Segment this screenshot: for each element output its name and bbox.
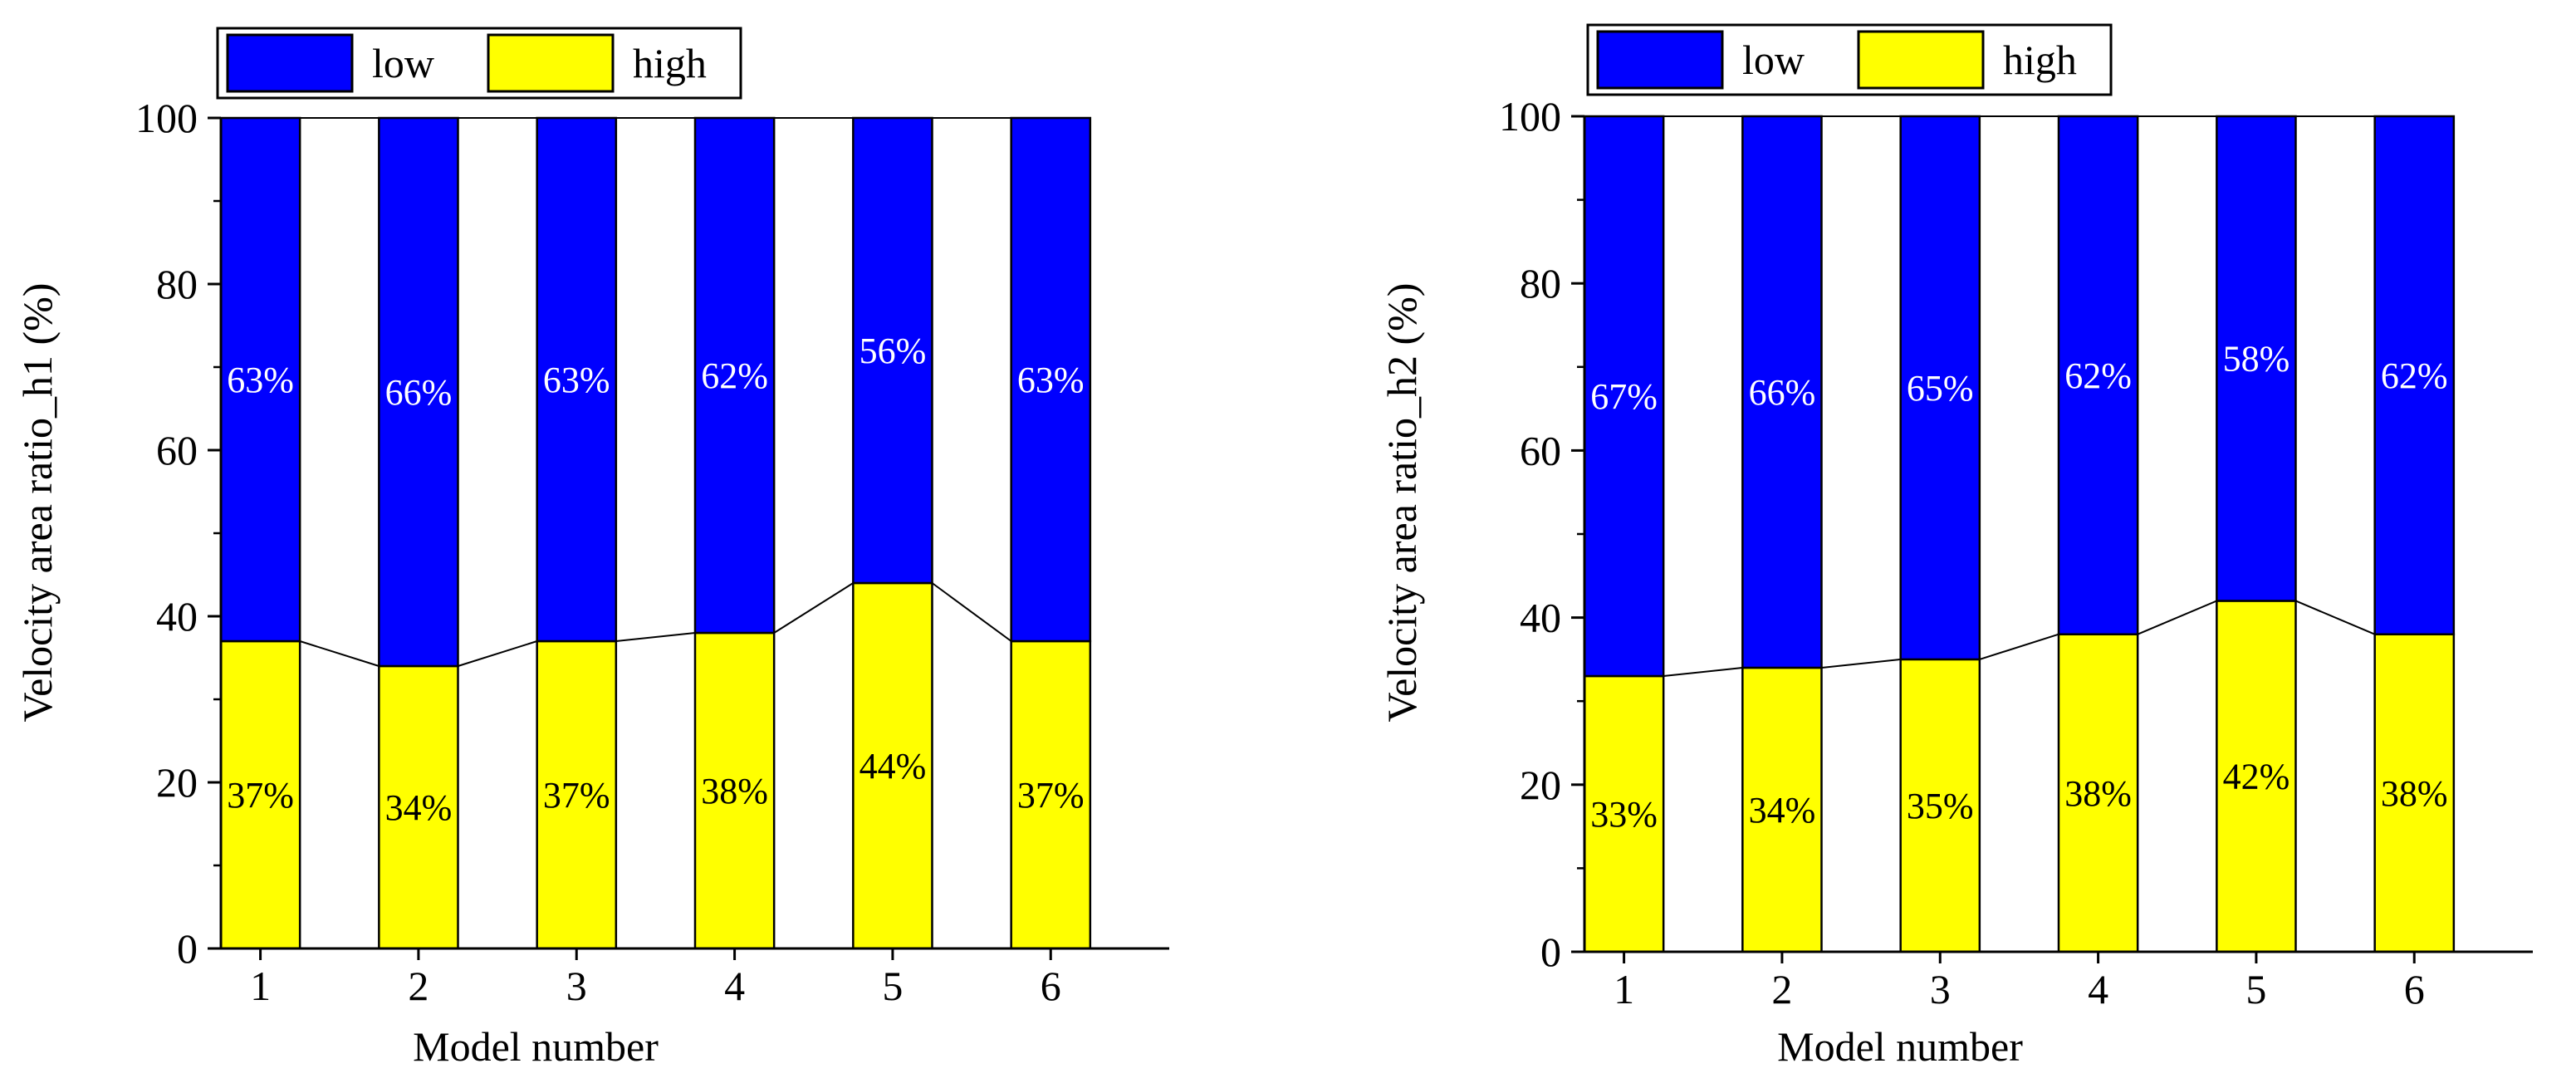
connector-mid <box>1663 666 1743 678</box>
data-label-high-1: 33% <box>1590 794 1658 835</box>
bar-low-5 <box>2216 115 2297 602</box>
data-label-high-4: 38% <box>2064 773 2132 814</box>
y-tick-label-80: 80 <box>1520 260 1561 306</box>
y-tick-label-0: 0 <box>1540 929 1561 975</box>
y-tick-label-100: 100 <box>1499 93 1561 140</box>
bar-low-3 <box>536 116 618 643</box>
bar-high-2 <box>378 664 459 950</box>
data-label-low-4: 62% <box>2064 355 2132 396</box>
x-tick-label-4: 4 <box>724 963 745 1009</box>
data-label-low-6: 63% <box>1017 360 1085 400</box>
data-label-low-3: 63% <box>543 360 610 400</box>
data-label-high-3: 35% <box>1907 786 1974 826</box>
bar-high-5 <box>2216 600 2297 953</box>
x-tick-label-2: 2 <box>1771 966 1792 1012</box>
y-tick-label-40: 40 <box>156 593 198 640</box>
bar-low-6 <box>1010 116 1092 643</box>
bar-low-1 <box>1583 115 1665 678</box>
x-axis-title: Model number <box>413 1023 659 1070</box>
y-tick-label-0: 0 <box>177 925 198 972</box>
y-axis-title: Velocity area ratio_h2 (%) <box>1379 283 1425 723</box>
legend-label-low: low <box>372 40 434 86</box>
bar-low-6 <box>2373 115 2456 635</box>
bar-low-4 <box>2057 115 2139 635</box>
data-label-low-4: 62% <box>701 355 768 396</box>
connector-mid <box>931 582 1012 642</box>
connector-mid <box>299 640 380 667</box>
data-label-high-1: 37% <box>227 775 294 816</box>
bar-low-4 <box>693 116 776 635</box>
data-label-low-6: 62% <box>2381 355 2448 396</box>
plot-area: 63% 37% 1 66% 34% 2 63% 37% 3 62% 38% 4 56% 44% 5 63% 37… <box>135 95 1169 1009</box>
legend-swatch-high <box>1857 30 1985 90</box>
data-label-high-2: 34% <box>385 787 453 828</box>
bar-high-3 <box>1899 658 1981 953</box>
data-label-high-2: 34% <box>1749 790 1816 831</box>
data-label-low-2: 66% <box>1749 372 1816 413</box>
legend-label-low: low <box>1742 37 1805 83</box>
y-tick-label-100: 100 <box>135 95 198 141</box>
connector-mid <box>2295 600 2376 635</box>
y-axis-title: Velocity area ratio_h1 (%) <box>14 283 61 723</box>
connector-mid <box>458 640 537 667</box>
legend-label-high: high <box>2003 37 2077 83</box>
data-label-high-5: 42% <box>2223 757 2290 797</box>
x-tick-label-4: 4 <box>2088 966 2108 1012</box>
bar-high-4 <box>693 631 776 950</box>
legend-swatch-low <box>1596 30 1724 90</box>
x-tick-label-1: 1 <box>250 963 271 1009</box>
data-label-low-5: 58% <box>2223 339 2290 380</box>
data-label-low-1: 63% <box>227 360 294 400</box>
connector-mid <box>773 582 854 634</box>
x-tick-label-6: 6 <box>2404 966 2425 1012</box>
x-tick-label-5: 5 <box>2245 966 2266 1012</box>
x-tick-label-6: 6 <box>1041 963 1061 1009</box>
plot-area: 67% 33% 1 66% 34% 2 65% 35% 3 62% 38% 4 58% 42% 5 62% 38… <box>1499 93 2533 1012</box>
connector-mid <box>615 632 696 642</box>
bar-high-1 <box>219 640 301 950</box>
y-tick-label-80: 80 <box>156 261 198 307</box>
legend: low high <box>216 27 742 100</box>
legend-swatch-high <box>487 33 615 93</box>
legend-label-high: high <box>633 40 707 86</box>
bar-high-4 <box>2057 633 2139 953</box>
data-label-high-4: 38% <box>701 771 768 811</box>
chart-panel-h1: low high Velocity area ratio_h1 (%) Mode… <box>14 27 1169 1070</box>
x-axis-title: Model number <box>1777 1023 2023 1070</box>
data-label-high-6: 38% <box>2381 773 2448 814</box>
data-label-low-5: 56% <box>859 331 927 371</box>
connector-mid <box>1979 633 2059 660</box>
data-label-low-2: 66% <box>385 372 453 413</box>
bar-high-1 <box>1583 674 1665 953</box>
data-label-low-1: 67% <box>1590 376 1658 417</box>
chart-panel-h2: low high Velocity area ratio_h2 (%) Mode… <box>1379 23 2533 1070</box>
y-tick-label-60: 60 <box>1520 427 1561 473</box>
x-tick-label-3: 3 <box>566 963 587 1009</box>
data-label-high-5: 44% <box>859 746 927 787</box>
connector-mid <box>1821 658 1901 669</box>
y-tick-label-20: 20 <box>156 759 198 806</box>
bar-high-6 <box>1010 640 1092 950</box>
data-label-high-6: 37% <box>1017 775 1085 816</box>
legend-swatch-low <box>226 33 354 93</box>
x-tick-label-3: 3 <box>1930 966 1951 1012</box>
y-tick-label-40: 40 <box>1520 595 1561 641</box>
bar-low-2 <box>1741 115 1823 669</box>
x-tick-label-5: 5 <box>882 963 903 1009</box>
bar-low-5 <box>852 116 933 585</box>
bar-low-3 <box>1899 115 1981 661</box>
data-label-low-3: 65% <box>1907 368 1974 409</box>
x-tick-label-2: 2 <box>408 963 429 1009</box>
legend: low high <box>1586 23 2113 96</box>
y-tick-label-60: 60 <box>156 427 198 473</box>
bar-high-3 <box>536 640 618 950</box>
x-tick-label-1: 1 <box>1614 966 1634 1012</box>
bar-high-6 <box>2373 633 2456 953</box>
bar-low-1 <box>219 116 301 643</box>
connector-mid <box>2137 600 2217 635</box>
y-tick-label-20: 20 <box>1520 762 1561 808</box>
data-label-high-3: 37% <box>543 775 610 816</box>
bar-low-2 <box>378 116 459 668</box>
